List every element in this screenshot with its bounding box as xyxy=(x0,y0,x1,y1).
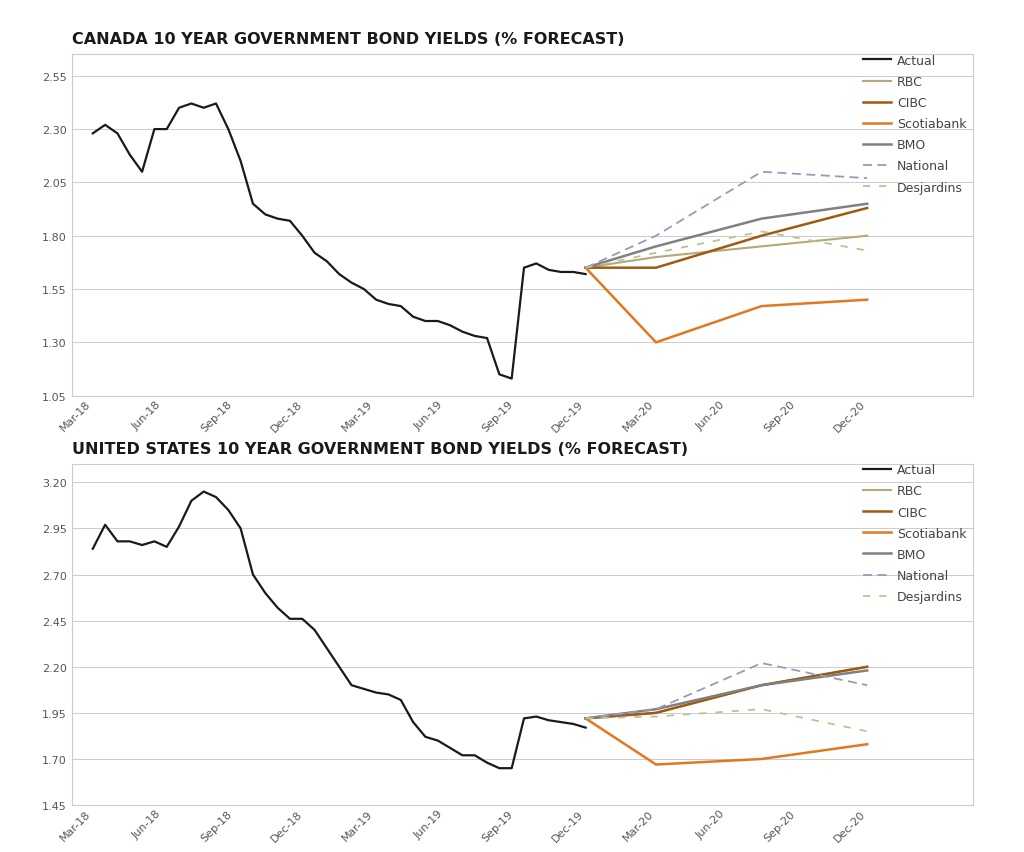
Legend: Actual, RBC, CIBC, Scotiabank, BMO, National, Desjardins: Actual, RBC, CIBC, Scotiabank, BMO, Nati… xyxy=(863,463,967,603)
Text: UNITED STATES 10 YEAR GOVERNMENT BOND YIELDS (% FORECAST): UNITED STATES 10 YEAR GOVERNMENT BOND YI… xyxy=(72,441,688,456)
Text: CANADA 10 YEAR GOVERNMENT BOND YIELDS (% FORECAST): CANADA 10 YEAR GOVERNMENT BOND YIELDS (%… xyxy=(72,32,625,47)
Legend: Actual, RBC, CIBC, Scotiabank, BMO, National, Desjardins: Actual, RBC, CIBC, Scotiabank, BMO, Nati… xyxy=(863,55,967,194)
